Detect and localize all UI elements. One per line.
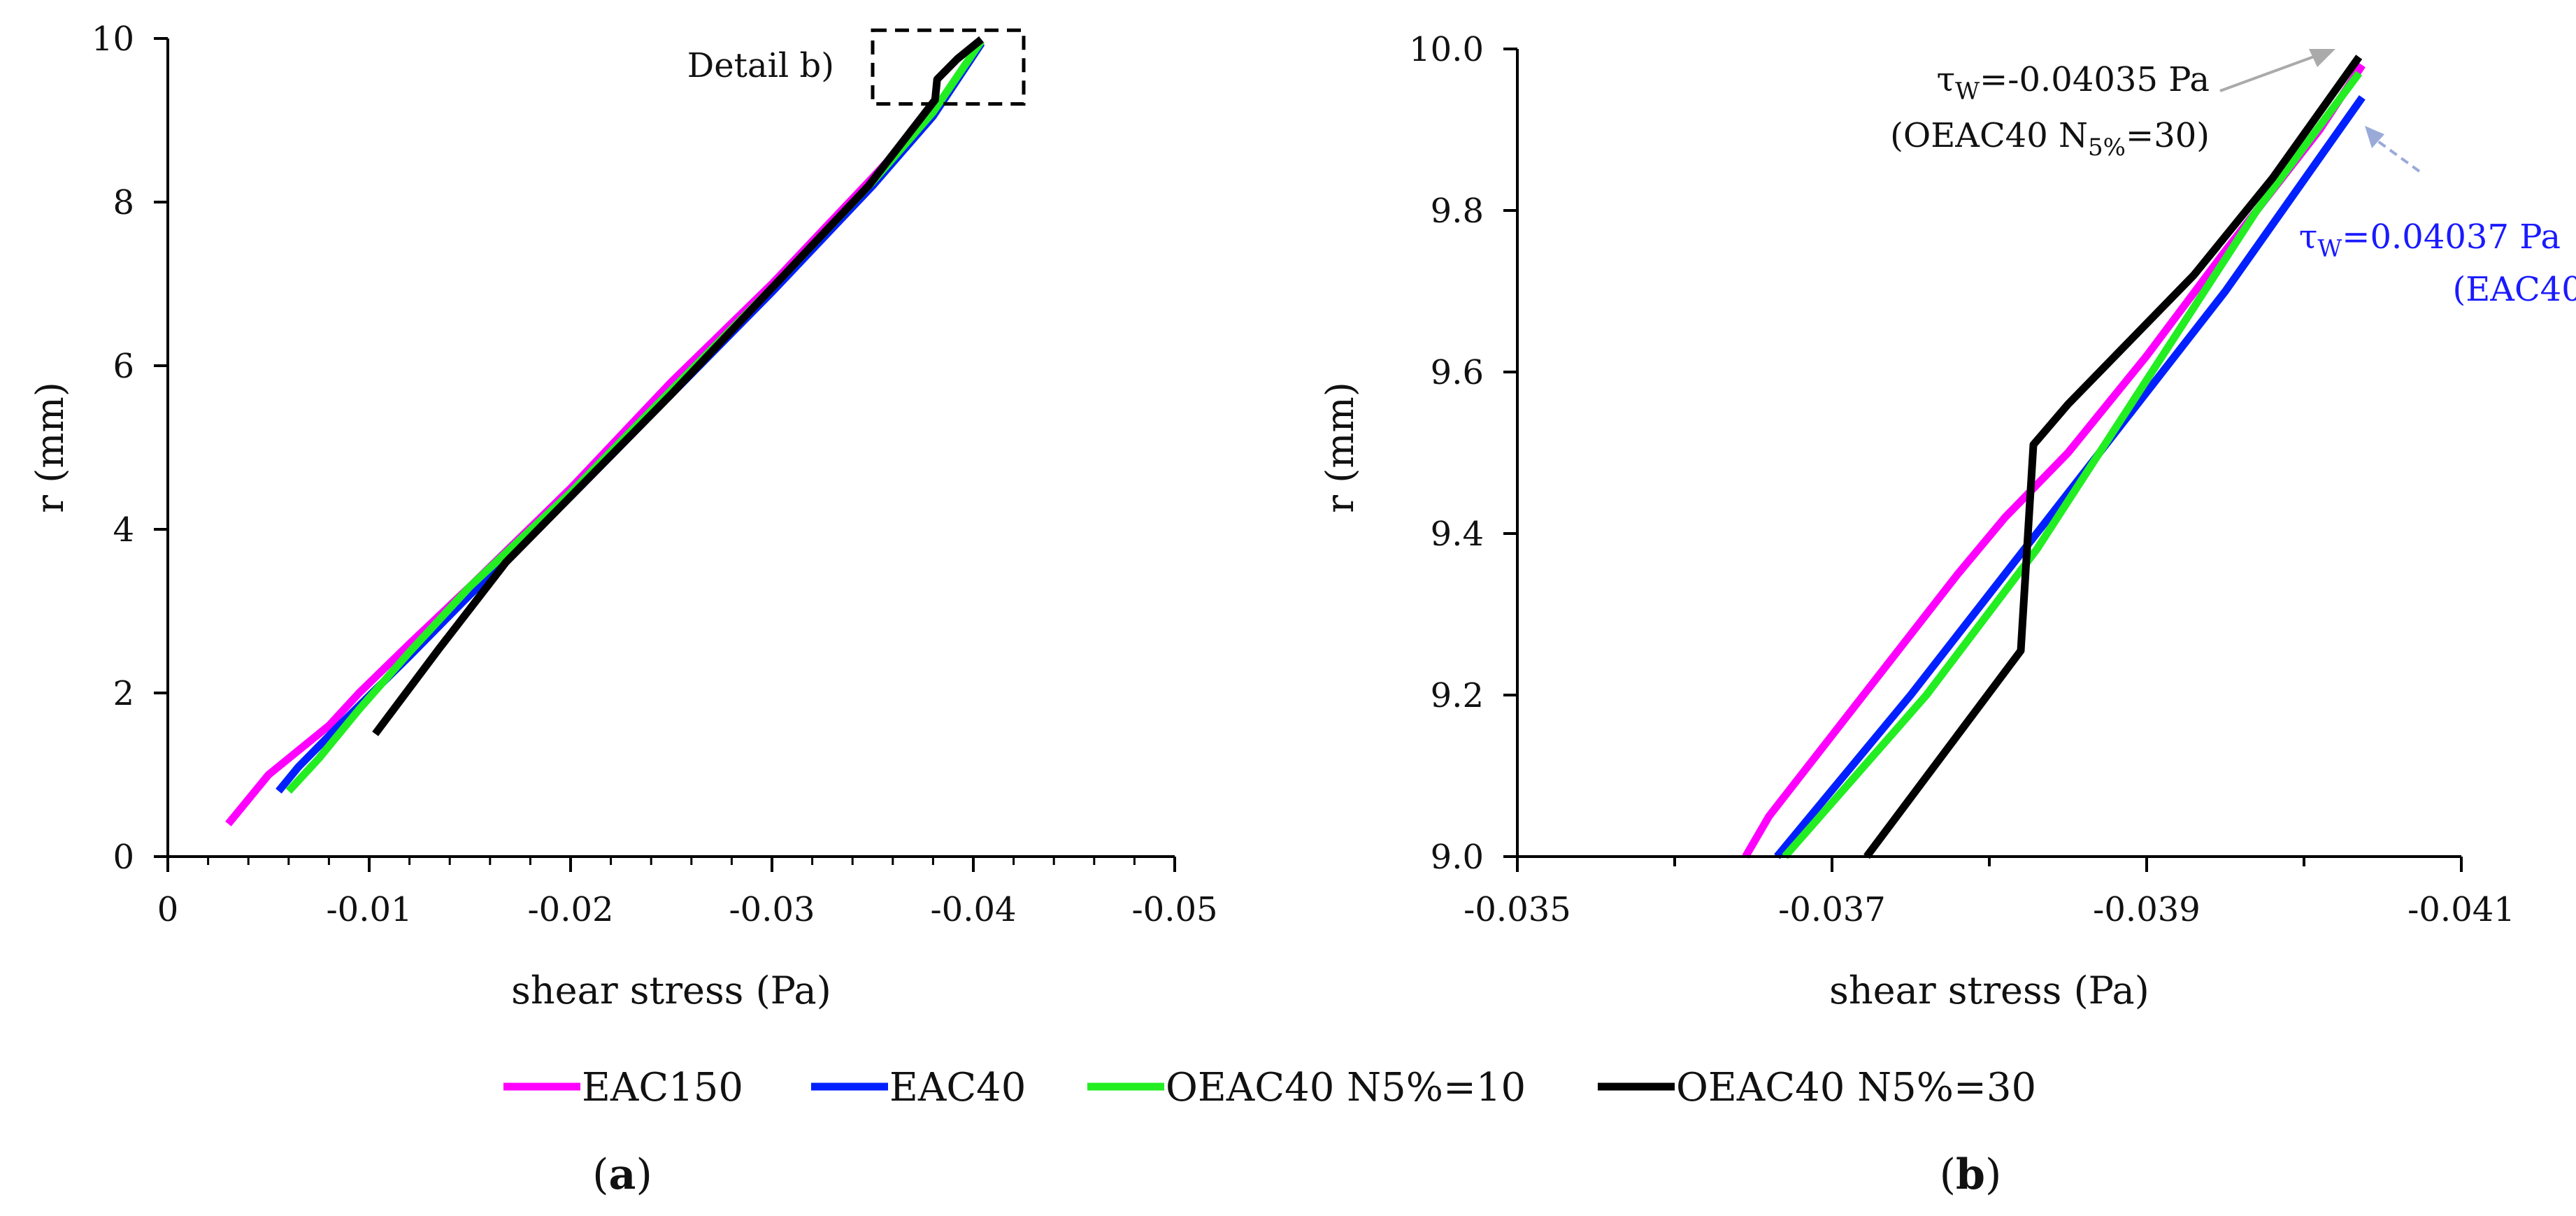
- x-tick-label: -0.02: [527, 890, 613, 929]
- series-line-eac150: [225, 40, 985, 827]
- y-tick-label: 8: [113, 183, 134, 222]
- series-line-eac40: [1774, 95, 2366, 859]
- panel-a-chart: 0 -0.01 -0.02 -0.03 -0.04 -0.05 0 2 4 6 8 10 Detail…: [28, 20, 1218, 1013]
- arrow-line: [2219, 55, 2317, 92]
- x-tick-label: -0.035: [1464, 890, 1571, 929]
- panel-label-a: (a): [592, 1150, 652, 1199]
- legend-item-eac40: EAC40: [811, 1065, 1026, 1110]
- series-line: (OEAC40 N5%=30): [1890, 116, 2210, 162]
- y-tick-label: 9.2: [1431, 676, 1484, 715]
- series-line-oeac40-n5-30: [1863, 55, 2363, 859]
- tau-line: τW=-0.04035 Pa: [1937, 60, 2210, 106]
- x-tick-label: -0.039: [2093, 890, 2201, 929]
- arrow-line: [2375, 138, 2421, 173]
- arrow-head: [2309, 49, 2335, 67]
- series-line-oeac40-n5-30: [372, 36, 984, 736]
- x-tick-label: 0: [157, 890, 179, 929]
- x-tick-label: -0.037: [1778, 890, 1886, 929]
- legend-item-oeac40-n5-10: OEAC40 N5%=10: [1087, 1065, 1526, 1110]
- detail-box: [871, 28, 1026, 106]
- x-axis-label: shear stress (Pa): [511, 968, 831, 1013]
- y-axis-label: r (mm): [28, 382, 72, 513]
- y-tick-label: 9.4: [1431, 515, 1484, 554]
- series-line-oeac40-n5-10: [1782, 71, 2363, 859]
- x-tick-label: -0.05: [1131, 890, 1217, 929]
- series-line: (EAC40): [2453, 270, 2576, 309]
- x-tick-label: -0.041: [2407, 890, 2515, 929]
- legend-label: EAC40: [889, 1065, 1026, 1110]
- legend-item-eac150: EAC150: [503, 1065, 743, 1110]
- legend-label: OEAC40 N5%=30: [1676, 1065, 2036, 1110]
- arrow-head: [2365, 126, 2384, 148]
- legend-label: EAC150: [582, 1065, 743, 1110]
- y-tick-label: 2: [113, 674, 134, 713]
- y-tick-label: 6: [113, 347, 134, 386]
- legend-label: OEAC40 N5%=10: [1166, 1065, 1526, 1110]
- y-tick-label: 10.0: [1409, 30, 1484, 69]
- y-tick-label: 9.6: [1431, 353, 1484, 392]
- eac40-annotation: τW=0.04037 Pa (EAC40): [2299, 126, 2576, 309]
- legend: EAC150 EAC40 OEAC40 N5%=10 OEAC40 N5%=30: [503, 1065, 2036, 1110]
- y-tick-label: 10: [92, 20, 134, 59]
- y-tick-label: 0: [113, 838, 134, 877]
- detail-label: Detail b): [687, 46, 834, 85]
- panel-b-chart: -0.035 -0.037 -0.039 -0.041 9.0 9.2 9.4 9.6 9.8 1…: [1318, 30, 2576, 1013]
- tau-line: τW=0.04037 Pa: [2299, 217, 2561, 263]
- y-tick-label: 9.0: [1431, 838, 1484, 877]
- oeac40-annotation: τW=-0.04035 Pa (OEAC40 N5%=30): [1890, 49, 2335, 162]
- x-axis-label: shear stress (Pa): [1829, 968, 2149, 1013]
- y-tick-label: 9.8: [1431, 192, 1484, 231]
- y-axis-label: r (mm): [1318, 382, 1362, 513]
- x-tick-label: -0.01: [326, 890, 412, 929]
- x-tick-label: -0.03: [729, 890, 815, 929]
- panel-label-b: (b): [1940, 1150, 2002, 1199]
- legend-item-oeac40-n5-30: OEAC40 N5%=30: [1598, 1065, 2036, 1110]
- x-tick-label: -0.04: [930, 890, 1016, 929]
- y-tick-label: 4: [113, 510, 134, 550]
